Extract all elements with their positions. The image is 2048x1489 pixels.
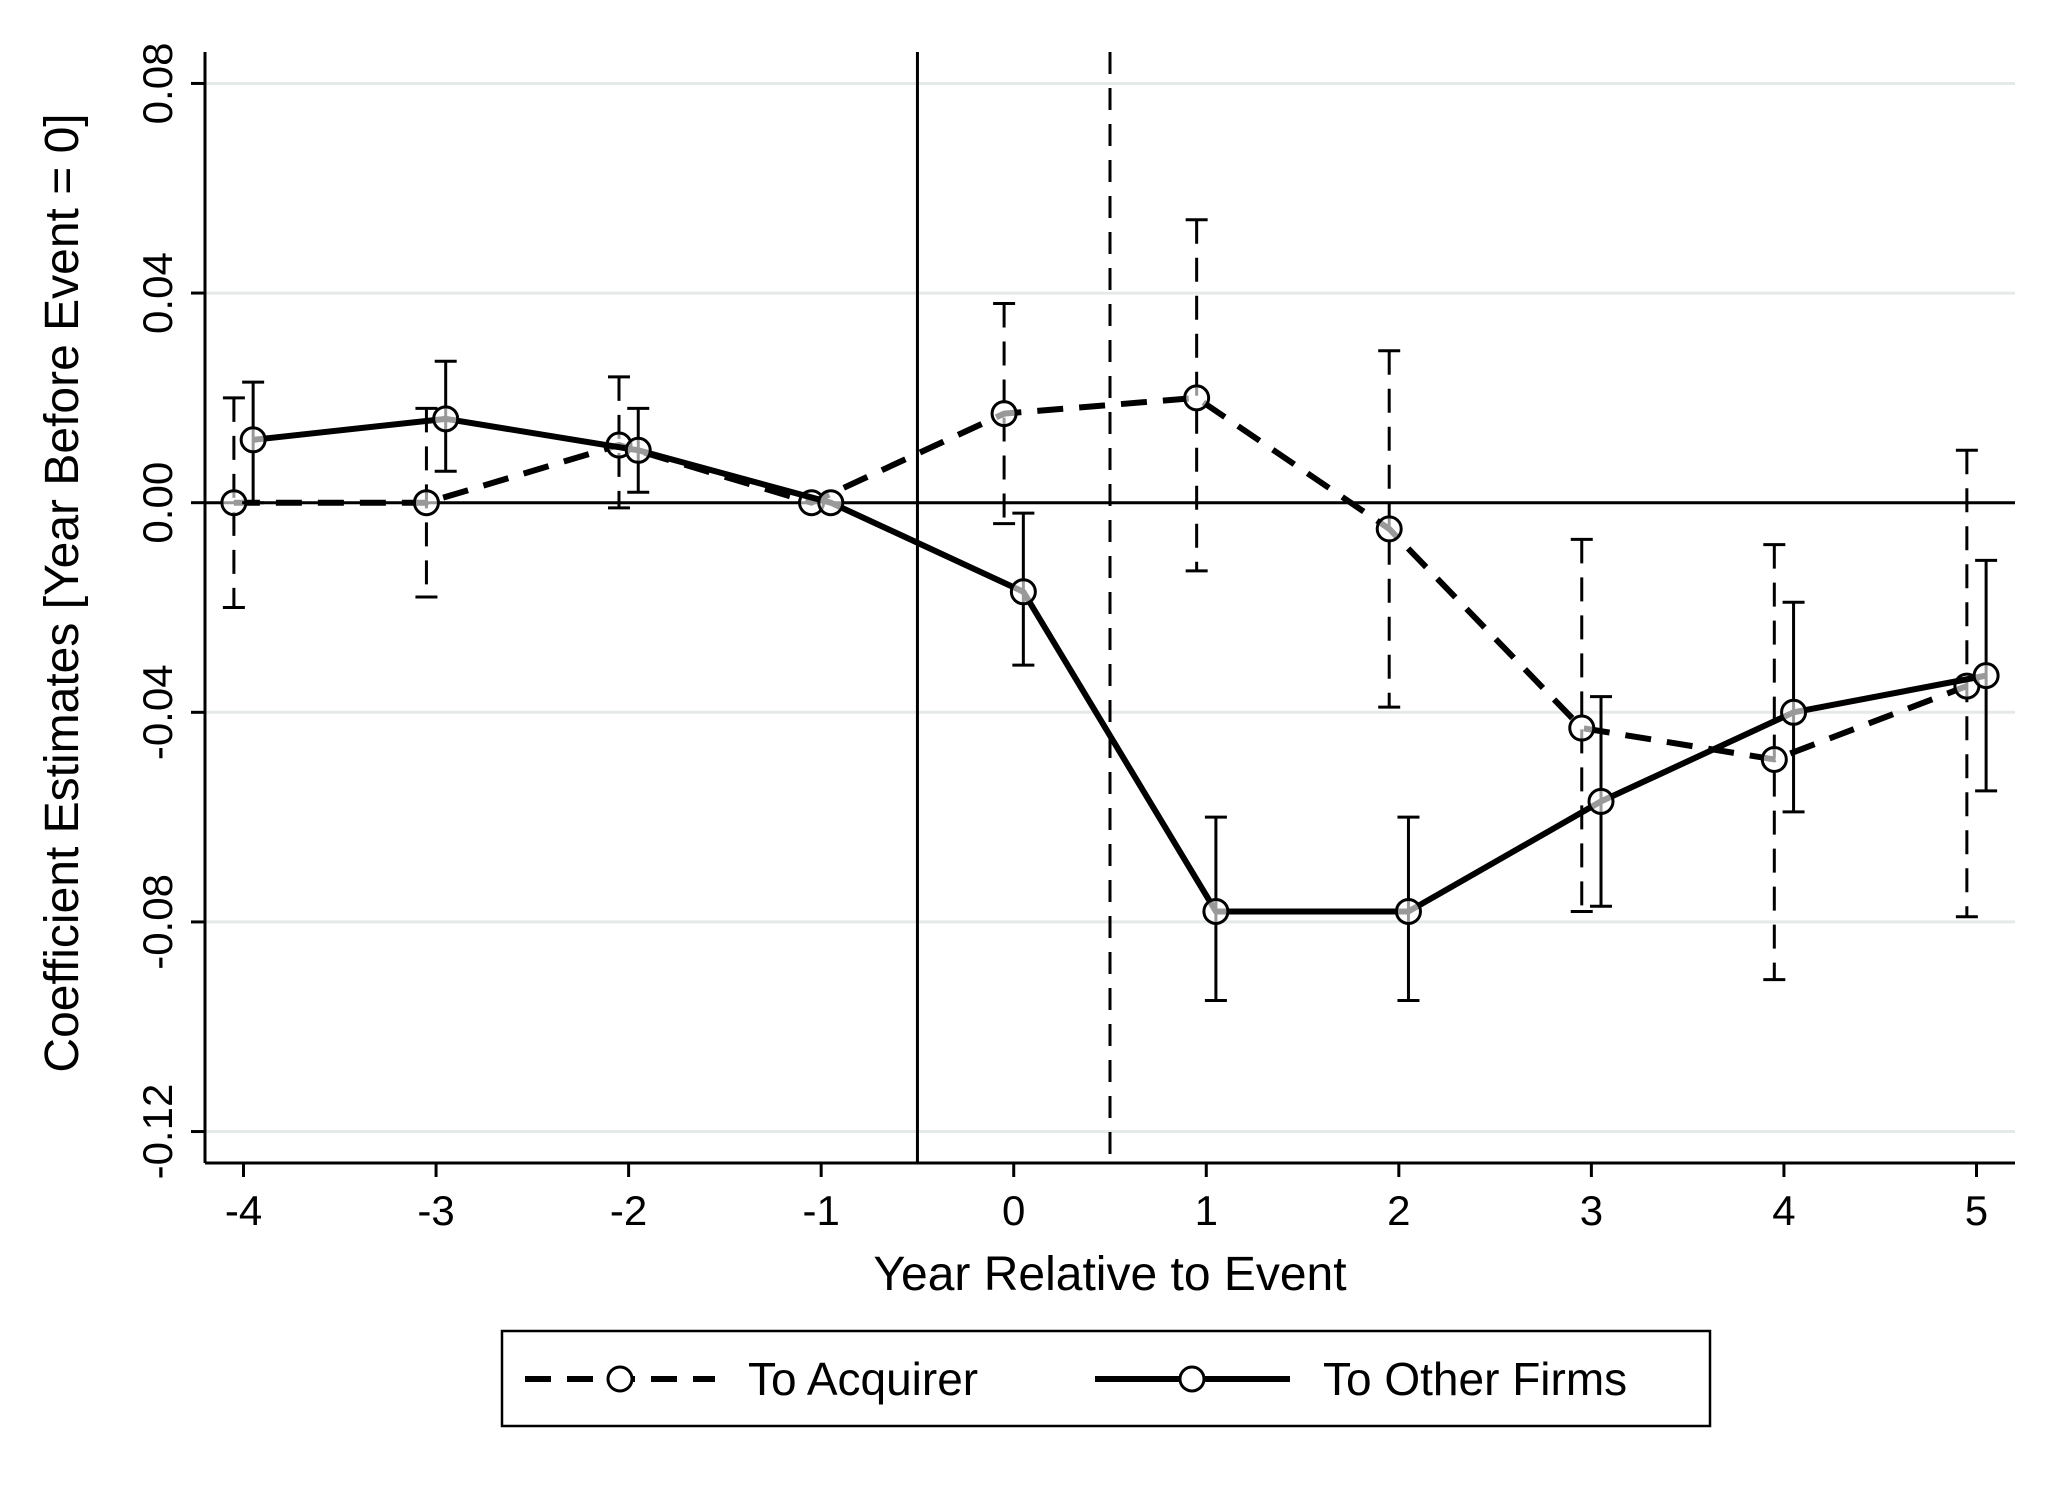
legend-label-to-acquirer: To Acquirer bbox=[748, 1353, 978, 1405]
legend-swatch-circle-marker bbox=[606, 1365, 634, 1393]
series-line bbox=[252, 415, 1987, 915]
x-tick-label: 3 bbox=[1580, 1187, 1603, 1234]
y-tick-label: 0.00 bbox=[134, 462, 181, 544]
data-point bbox=[1394, 897, 1422, 925]
y-tick-label: -0.12 bbox=[134, 1084, 181, 1180]
legend: To Acquirer To Other Firms bbox=[500, 1329, 1712, 1428]
series-line bbox=[233, 394, 1968, 763]
series-to-acquirer bbox=[220, 218, 1981, 982]
x-tick-label: -4 bbox=[225, 1187, 262, 1234]
series-layer bbox=[220, 218, 2000, 1003]
y-axis-title: Coefficient Estimates [Year Before Event… bbox=[36, 113, 89, 1072]
data-point bbox=[432, 405, 460, 433]
series-to-other-firms bbox=[239, 359, 2000, 1003]
data-point bbox=[1760, 745, 1788, 773]
legend-label-to-other-firms: To Other Firms bbox=[1323, 1353, 1627, 1405]
x-tick-label: 2 bbox=[1387, 1187, 1410, 1234]
y-tick-label: -0.04 bbox=[134, 664, 181, 760]
x-tick-label: 5 bbox=[1965, 1187, 1988, 1234]
x-tick-label: 0 bbox=[1002, 1187, 1025, 1234]
legend-entry-to-other-firms: To Other Firms bbox=[1095, 1353, 1627, 1405]
data-point bbox=[817, 489, 845, 517]
x-axis-title: Year Relative to Event bbox=[873, 1248, 1346, 1301]
legend-entry-to-acquirer: To Acquirer bbox=[525, 1353, 978, 1405]
x-tick-label: 1 bbox=[1195, 1187, 1218, 1234]
x-tick-label: -1 bbox=[802, 1187, 839, 1234]
reference-lines bbox=[205, 52, 2015, 1163]
x-tick-label: -3 bbox=[417, 1187, 454, 1234]
x-tick-label: 4 bbox=[1772, 1187, 1795, 1234]
data-point bbox=[1202, 897, 1230, 925]
y-tick-label: -0.08 bbox=[134, 874, 181, 970]
data-point bbox=[1587, 787, 1615, 815]
y-tick-label: 0.04 bbox=[134, 252, 181, 334]
data-point bbox=[1780, 698, 1808, 726]
data-point bbox=[239, 426, 267, 454]
data-point bbox=[1183, 384, 1211, 412]
data-point bbox=[624, 436, 652, 464]
axes: 0.08 0.04 0.00 -0.04 -0.08 -0.12 -4 -3 -2 -1 0 1 2 3 4… bbox=[134, 43, 2015, 1234]
data-point bbox=[1972, 662, 2000, 690]
y-tick-label: 0.08 bbox=[134, 43, 181, 125]
data-point bbox=[990, 400, 1018, 428]
data-point bbox=[1009, 578, 1037, 606]
data-point bbox=[412, 489, 440, 517]
legend-swatch-circle-marker bbox=[1178, 1365, 1206, 1393]
x-tick-label: -2 bbox=[610, 1187, 647, 1234]
data-point bbox=[1375, 515, 1403, 543]
data-point bbox=[1568, 714, 1596, 742]
